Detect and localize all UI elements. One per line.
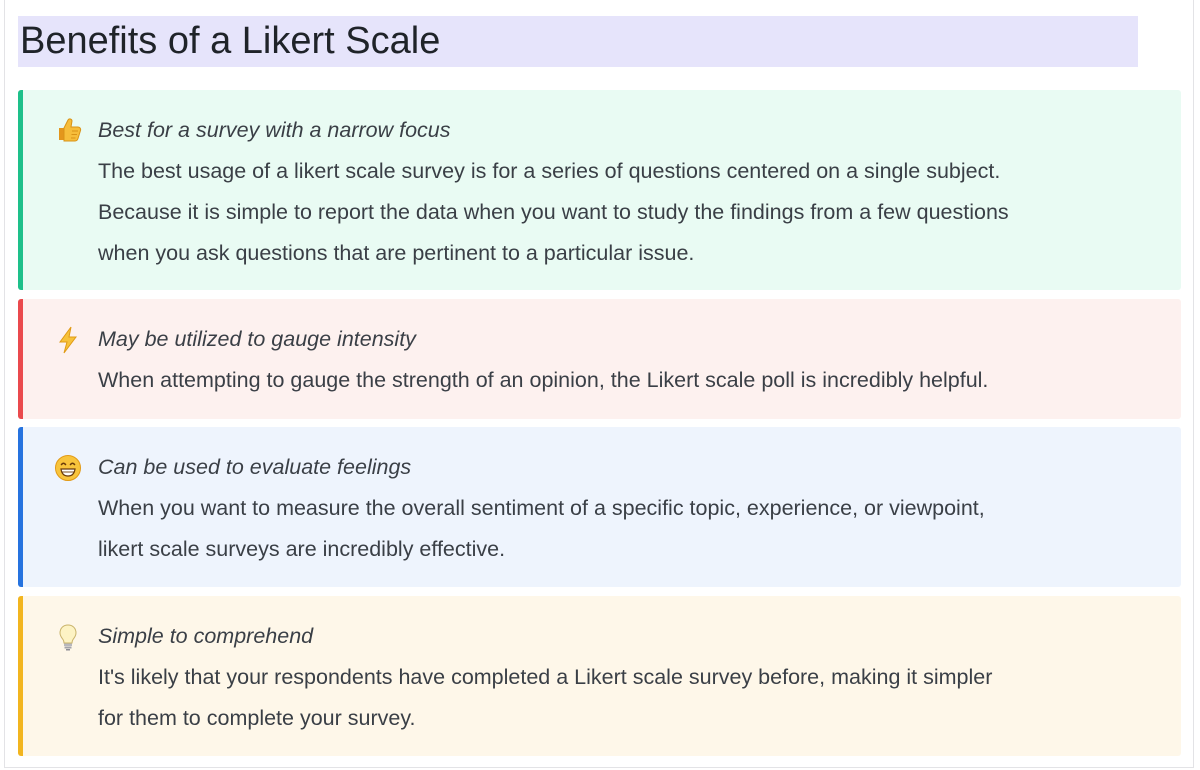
callout-heading: Can be used to evaluate feelings <box>98 455 412 479</box>
callout-simple-to-comprehend: Simple to comprehend It's likely that yo… <box>18 596 1181 756</box>
callout-body-line: likert scale surveys are incredibly effe… <box>98 537 506 561</box>
callout-body-line: when you ask questions that are pertinen… <box>98 241 695 265</box>
callout-evaluate-feelings: Can be used to evaluate feelings When yo… <box>18 427 1181 587</box>
callout-gauge-intensity: May be utilized to gauge intensity When … <box>18 299 1181 419</box>
callout-body-line: When you want to measure the overall sen… <box>98 496 985 520</box>
grinning-face-icon <box>53 453 83 483</box>
callout-narrow-focus: Best for a survey with a narrow focus Th… <box>18 90 1181 290</box>
callout-body-line: The best usage of a likert scale survey … <box>98 159 1001 183</box>
callout-body-line: When attempting to gauge the strength of… <box>98 368 989 392</box>
callout-body-line: It's likely that your respondents have c… <box>98 665 993 689</box>
callout-heading: May be utilized to gauge intensity <box>98 327 416 351</box>
light-bulb-icon <box>53 622 83 652</box>
document-frame <box>4 0 1194 768</box>
thumbs-up-icon <box>53 115 83 145</box>
callout-heading: Simple to comprehend <box>98 624 314 648</box>
callout-heading: Best for a survey with a narrow focus <box>98 118 451 142</box>
lightning-icon <box>53 325 83 355</box>
page-title: Benefits of a Likert Scale <box>18 16 1138 67</box>
callout-body-line: Because it is simple to report the data … <box>98 200 1009 224</box>
callout-body-line: for them to complete your survey. <box>98 706 416 730</box>
